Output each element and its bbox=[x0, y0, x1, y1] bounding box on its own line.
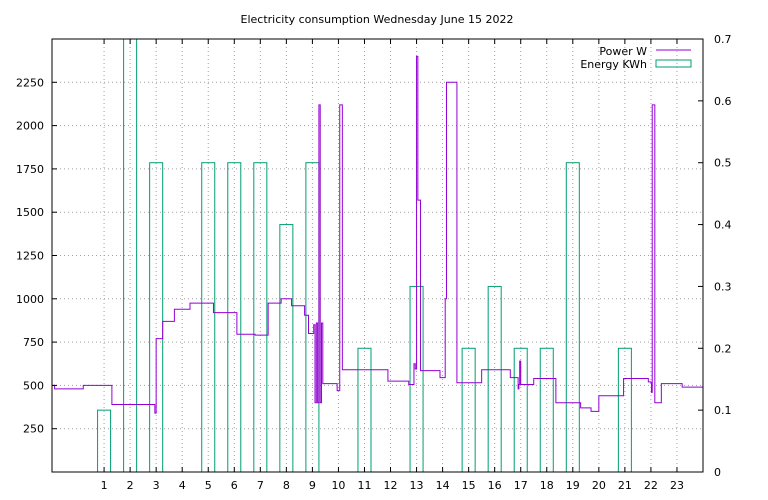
y-left-tick-label: 1250 bbox=[16, 250, 44, 263]
x-tick-label: 13 bbox=[410, 479, 424, 492]
energy-bar bbox=[617, 347, 632, 473]
x-tick-label: 5 bbox=[205, 479, 212, 492]
x-tick-label: 18 bbox=[540, 479, 554, 492]
y-right-tick-label: 0.3 bbox=[714, 280, 732, 293]
x-tick-label: 17 bbox=[514, 479, 528, 492]
energy-bar bbox=[253, 162, 268, 473]
energy-bar bbox=[305, 162, 320, 473]
energy-bar bbox=[539, 347, 554, 473]
power-line bbox=[52, 55, 703, 414]
x-tick-label: 1 bbox=[101, 479, 108, 492]
y-left-tick-label: 1750 bbox=[16, 163, 44, 176]
energy-bar bbox=[565, 162, 580, 473]
y-right-tick-label: 0.7 bbox=[714, 33, 732, 46]
y-right-tick-label: 0.6 bbox=[714, 95, 732, 108]
y-left-tick-label: 1500 bbox=[16, 206, 44, 219]
legend-energy-label: Energy KWh bbox=[580, 58, 647, 71]
y-left-tick-label: 250 bbox=[23, 423, 44, 436]
x-tick-label: 7 bbox=[257, 479, 264, 492]
x-tick-label: 14 bbox=[436, 479, 450, 492]
y-right-tick-label: 0.5 bbox=[714, 157, 732, 170]
y-right-tick-label: 0.2 bbox=[714, 342, 732, 355]
x-tick-label: 4 bbox=[179, 479, 186, 492]
energy-bar bbox=[461, 347, 476, 473]
y-left-tick-label: 1000 bbox=[16, 293, 44, 306]
y-right-tick-label: 0.4 bbox=[714, 219, 732, 232]
axes: 1 2 3 4 5 6 7 8 9 10 11 12 13 14 15 16 17 18 19 20 21 22 23250… bbox=[16, 33, 732, 492]
x-tick-label: 22 bbox=[644, 479, 658, 492]
legend: Power W Energy KWh bbox=[580, 45, 692, 71]
x-tick-label: 20 bbox=[592, 479, 606, 492]
y-left-tick-label: 2000 bbox=[16, 120, 44, 133]
x-tick-label: 16 bbox=[488, 479, 502, 492]
x-tick-label: 8 bbox=[283, 479, 290, 492]
energy-bar bbox=[279, 224, 294, 473]
x-tick-label: 19 bbox=[566, 479, 580, 492]
legend-energy-sample bbox=[655, 59, 692, 68]
x-tick-label: 21 bbox=[618, 479, 632, 492]
x-tick-label: 9 bbox=[309, 479, 316, 492]
energy-bar bbox=[357, 347, 372, 473]
y-left-tick-label: 750 bbox=[23, 336, 44, 349]
y-right-tick-label: 0 bbox=[714, 466, 721, 479]
power-series bbox=[52, 55, 703, 414]
y-right-tick-label: 0.1 bbox=[714, 404, 732, 417]
y-left-tick-label: 2250 bbox=[16, 76, 44, 89]
x-tick-label: 3 bbox=[153, 479, 160, 492]
energy-bar bbox=[149, 162, 164, 473]
x-tick-label: 23 bbox=[670, 479, 684, 492]
legend-power-label: Power W bbox=[599, 45, 647, 58]
x-tick-label: 12 bbox=[384, 479, 398, 492]
x-tick-label: 15 bbox=[462, 479, 476, 492]
energy-bar bbox=[227, 162, 242, 473]
chart-title: Electricity consumption Wednesday June 1… bbox=[241, 13, 514, 26]
x-tick-label: 6 bbox=[231, 479, 238, 492]
x-tick-label: 11 bbox=[357, 479, 371, 492]
x-tick-label: 10 bbox=[331, 479, 345, 492]
x-tick-label: 2 bbox=[127, 479, 134, 492]
y-left-tick-label: 500 bbox=[23, 379, 44, 392]
energy-bar bbox=[201, 162, 216, 473]
